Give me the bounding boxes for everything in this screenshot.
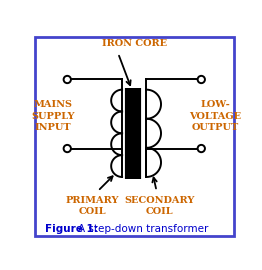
Text: MAINS
SUPPLY
INPUT: MAINS SUPPLY INPUT: [31, 100, 75, 132]
Text: SECONDARY
COIL: SECONDARY COIL: [124, 196, 195, 217]
Text: PRIMARY
COIL: PRIMARY COIL: [66, 196, 119, 217]
FancyBboxPatch shape: [35, 37, 234, 236]
Text: IRON CORE: IRON CORE: [102, 39, 167, 48]
Circle shape: [64, 76, 71, 83]
Text: Figure 1:: Figure 1:: [45, 224, 98, 234]
Text: LOW-
VOLTAGE
OUTPUT: LOW- VOLTAGE OUTPUT: [189, 100, 242, 132]
Circle shape: [64, 145, 71, 152]
Circle shape: [198, 145, 205, 152]
Text: A step-down transformer: A step-down transformer: [78, 224, 209, 234]
Circle shape: [198, 76, 205, 83]
